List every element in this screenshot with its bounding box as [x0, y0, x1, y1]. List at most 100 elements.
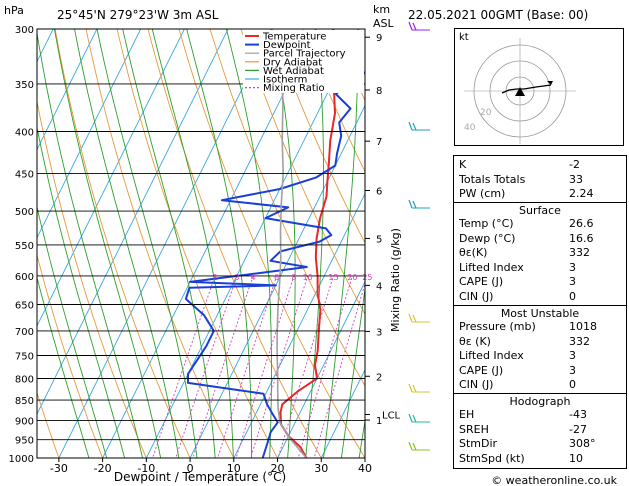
- mixing-ratio-label: 4: [251, 273, 256, 282]
- hodograph_table-value: 308°: [569, 437, 596, 450]
- surface-row: CIN (J) 0: [459, 290, 621, 305]
- pressure-tick-label: 950: [15, 436, 34, 447]
- surface-row: CAPE (J) 3: [459, 275, 621, 290]
- temperature-tick-label: 40: [358, 462, 372, 475]
- hodograph-end-marker: [547, 81, 553, 85]
- indices-value: 33: [569, 172, 583, 186]
- hodograph-table-title: Hodograph: [509, 395, 571, 408]
- wet-adiabat-line: [323, 29, 359, 458]
- mixing-ratio-line: [217, 275, 278, 458]
- dry-adiabat-line: [178, 29, 365, 458]
- surface-label: θε(K): [459, 246, 488, 259]
- parcel-trajectory-line: [271, 29, 308, 458]
- wet-adiabat-lines: [37, 29, 365, 458]
- surface-label: CAPE (J): [459, 275, 504, 288]
- temperature-line: [279, 29, 336, 458]
- dry-adiabat-line: [54, 29, 191, 458]
- x-axis-label: Dewpoint / Temperature (°C): [114, 470, 286, 484]
- legend-entry: Parcel Trajectory: [263, 49, 346, 60]
- mixing-ratio-line: [235, 275, 295, 458]
- most_unstable-row: CIN (J) 0: [459, 378, 621, 393]
- wet-adiabat-line: [270, 29, 296, 458]
- wet-adiabat-line: [122, 29, 216, 458]
- wind-barb-flag: [408, 383, 413, 393]
- surface-value: 16.6: [569, 231, 594, 245]
- hpa-label: hPa: [4, 4, 24, 17]
- pressure-tick-label: 300: [15, 25, 34, 36]
- isotherm-line: [37, 29, 185, 327]
- mixing-ratio-label: 2: [212, 273, 217, 282]
- temperature-tick-label: -30: [50, 462, 68, 475]
- hodograph-ring-label-20: 20: [480, 108, 492, 118]
- surface-title: Surface: [519, 204, 561, 217]
- legend-entry: Dry Adiabat: [263, 57, 322, 68]
- mixing-ratio-label: 25: [362, 273, 372, 282]
- most_unstable-value: 3: [569, 363, 576, 377]
- mixing-ratio-line: [297, 275, 353, 458]
- surface-row: Dewp (°C) 16.6: [459, 232, 621, 247]
- height-tick-label: 9: [376, 33, 382, 44]
- dry-adiabat-line: [302, 29, 365, 173]
- most_unstable-label: Pressure (mb): [459, 320, 536, 333]
- surface-value: 0: [569, 289, 576, 303]
- temperature-axis: -30 -20 -10 0 10 20 30 40: [50, 458, 372, 475]
- legend-entry: Mixing Ratio: [263, 83, 325, 94]
- hodograph_table-row: StmDir 308°: [459, 437, 621, 452]
- indices-row: Totals Totals 33: [459, 173, 621, 188]
- surface-table: Surface Temp (°C) 26.6 Dewp (°C) 16.6 θε(K) 3…: [453, 202, 627, 307]
- copyright: © weatheronline.co.uk: [491, 474, 617, 486]
- wind-barb-flag: [408, 199, 413, 209]
- lcl-label: LCL: [382, 410, 401, 421]
- height-tick-label: 8: [376, 86, 382, 97]
- height-tick-label: 3: [376, 327, 382, 338]
- isotherm-line: [37, 29, 98, 151]
- hodograph_table-row: StmSpd (kt) 10: [459, 452, 621, 467]
- pressure-tick-label: 350: [15, 80, 34, 91]
- hodograph_table-row: EH -43: [459, 408, 621, 423]
- surface-label: Dewp (°C): [459, 231, 516, 245]
- wind-barb-flag: [412, 22, 417, 31]
- isotherm-line: [189, 104, 365, 458]
- wind-barb-flag: [412, 384, 417, 393]
- most_unstable-row: CAPE (J) 3: [459, 364, 621, 379]
- wind-barb-flag: [412, 442, 417, 451]
- mixing-ratio-label: 6: [274, 273, 279, 282]
- mixing-ratio-label: 15: [328, 273, 338, 282]
- indices-label: Totals Totals: [459, 172, 526, 186]
- height-tick-label: 6: [376, 186, 382, 197]
- dry-adiabat-line: [37, 99, 147, 458]
- height-tick-label: 2: [376, 372, 382, 383]
- dry-adiabat-line: [116, 29, 279, 458]
- most_unstable-value: 0: [569, 378, 576, 391]
- most_unstable-value: 332: [569, 334, 590, 348]
- mixing-ratio-line: [152, 275, 216, 458]
- temperature-tick-label: 0: [187, 462, 194, 475]
- hodograph_table-label: SREH: [459, 422, 489, 436]
- mixing-ratio-label: 20: [347, 273, 357, 282]
- hodograph_table-label: StmDir: [459, 437, 498, 450]
- hodograph_table-label: StmSpd (kt): [459, 451, 525, 465]
- wet-adiabat-line: [37, 275, 90, 458]
- wet-adiabat-line: [186, 29, 252, 458]
- most_unstable-label: CIN (J): [459, 378, 494, 391]
- hodograph-unit: kt: [459, 32, 469, 43]
- pressure-tick-label: 650: [15, 301, 34, 312]
- hodograph_table-value: 10: [569, 451, 583, 465]
- km-label: km: [373, 3, 390, 16]
- pressure-axis: 300 350 400 450 500 550 600 650 700 750 800 850 900 9…: [9, 25, 34, 465]
- isotherm-line: [37, 29, 229, 415]
- surface-row: θε(K) 332: [459, 246, 621, 261]
- dry-adiabat-lines: [37, 29, 365, 458]
- legend-entry: Dewpoint: [263, 40, 311, 51]
- surface-row: Temp (°C) 26.6: [459, 217, 621, 232]
- legend-entry: Isotherm: [263, 75, 307, 86]
- wind-barb-flag: [412, 200, 417, 209]
- mixing-ratio-label: 8: [291, 273, 296, 282]
- surface-label: Temp (°C): [459, 217, 514, 230]
- wet-adiabat-line: [37, 205, 108, 458]
- sounding-series: [184, 29, 365, 458]
